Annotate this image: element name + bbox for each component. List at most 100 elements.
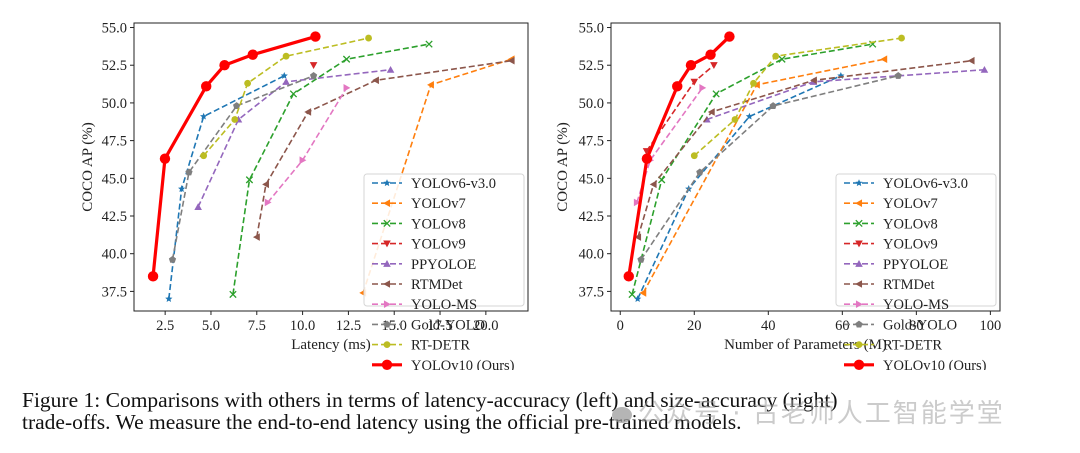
x-tick-label: 2.5 — [156, 318, 174, 334]
legend-marker — [855, 341, 863, 348]
legend-label: YOLOv6-v3.0 — [411, 176, 496, 192]
x-tick-label: 10.0 — [290, 318, 315, 334]
x-tick-label: 40 — [761, 318, 776, 334]
data-point-rt-detr — [282, 52, 290, 60]
data-point-yolov10-ours — [685, 60, 697, 71]
legend-item-yolo-ms: YOLO-MS — [844, 297, 949, 313]
data-point-yolov10-ours — [247, 49, 258, 60]
x-tick-label: 12.5 — [336, 318, 361, 334]
series-line-yolov6-v3-0 — [636, 75, 842, 300]
data-point-rtmdet — [262, 180, 269, 189]
legend-marker — [383, 280, 391, 288]
legend-item-rtmdet: RTMDet — [372, 277, 463, 293]
data-point-rtmdet — [810, 76, 817, 85]
legend-marker — [383, 300, 391, 308]
y-tick-label: 37.5 — [579, 284, 604, 300]
series-line-ppyoloe — [197, 68, 391, 208]
legend-marker — [383, 341, 391, 348]
x-tick-label: 17.5 — [427, 318, 452, 334]
legend-label: RT-DETR — [411, 338, 470, 354]
data-point-yolov10-ours — [724, 31, 735, 42]
legend-label: YOLOv10 (Ours) — [883, 358, 987, 370]
data-point-gold-yolo — [233, 102, 241, 110]
x-tick-label: 80 — [909, 318, 924, 334]
series-rt-detr — [690, 34, 905, 160]
legend-label: RTMDet — [411, 277, 463, 293]
series-ppyoloe — [703, 65, 989, 123]
data-point-yolov8 — [425, 40, 433, 48]
y-axis-label: COCO AP (%) — [80, 122, 96, 211]
data-point-rt-detr — [231, 116, 239, 123]
size-accuracy-chart: 0 20 40 60 80 100 37.5 40.0 42.5 45.0 47.5 50.0 52.5… — [555, 21, 1001, 370]
data-point-yolov9 — [690, 78, 699, 86]
data-point-yolo-ms — [343, 84, 351, 92]
series-line-gold-yolo — [171, 75, 314, 260]
data-point-yolo-ms — [633, 198, 641, 207]
y-tick-label: 47.5 — [579, 134, 604, 150]
series-line-yolov6-v3-0 — [168, 75, 285, 300]
data-point-rtmdet — [507, 56, 515, 65]
series-line-yolo-ms — [267, 87, 348, 203]
data-point-gold-yolo — [696, 168, 704, 176]
legend-label: Gold-YOLO — [411, 317, 485, 333]
series-yolov10-ours — [623, 31, 735, 282]
data-point-gold-yolo — [185, 168, 193, 176]
data-point-yolov10-ours — [310, 31, 321, 42]
data-point-yolov10-ours — [672, 81, 683, 92]
legend-label: YOLOv8 — [411, 216, 466, 232]
legend-item-yolo-ms: YOLO-MS — [372, 297, 477, 313]
legend: YOLOv6-v3.0 YOLOv7 YOLOv8 YOLOv9 PPYOLOE RTMD… — [363, 173, 525, 370]
data-point-yolov9 — [309, 62, 318, 70]
series-yolov10-ours — [147, 31, 321, 282]
data-point-yolov8 — [628, 290, 636, 299]
x-tick-label: 7.5 — [248, 318, 266, 334]
legend-label: YOLOv8 — [883, 216, 938, 232]
data-point-gold-yolo — [168, 255, 177, 263]
legend-marker — [383, 260, 391, 267]
data-point-yolov6-v3-0 — [165, 295, 173, 303]
legend-item-yolov10-ours: YOLOv10 (Ours) — [844, 358, 987, 370]
data-point-yolov10-ours — [201, 81, 212, 92]
data-point-yolo-ms — [699, 84, 707, 92]
data-point-yolov6-v3-0 — [745, 112, 754, 120]
legend-marker — [855, 260, 863, 267]
data-point-rt-detr — [898, 34, 905, 42]
series-rtmdet — [634, 56, 975, 241]
legend-label: PPYOLOE — [883, 257, 948, 273]
y-tick-label: 37.5 — [102, 284, 127, 300]
data-point-yolo-ms — [299, 156, 307, 165]
legend-item-rtmdet: RTMDet — [844, 277, 935, 293]
legend-marker — [855, 320, 863, 328]
caption-line-2: trade-offs. We measure the end-to-end la… — [22, 410, 742, 434]
data-point-rt-detr — [244, 79, 252, 87]
data-point-yolov10-ours — [623, 271, 634, 282]
legend-item-rt-detr: RT-DETR — [844, 338, 942, 354]
data-point-ppyoloe — [282, 78, 290, 85]
legend-marker — [855, 300, 863, 308]
legend-item-gold-yolo: Gold-YOLO — [372, 317, 485, 333]
data-point-rt-detr — [365, 34, 372, 42]
y-tick-label: 47.5 — [102, 134, 127, 150]
data-point-rtmdet — [634, 233, 642, 241]
series-group — [623, 31, 989, 303]
series-gold-yolo — [637, 71, 902, 263]
y-tick-label: 42.5 — [579, 209, 604, 225]
legend-label: YOLOv7 — [883, 196, 938, 212]
watermark: 公众号 · 古老师人工智能学堂 — [612, 393, 1005, 430]
legend-item-yolov7: YOLOv7 — [844, 196, 938, 212]
legend-marker — [383, 219, 391, 228]
data-point-yolov10-ours — [705, 49, 716, 60]
series-yolov8 — [628, 40, 877, 299]
series-line-yolov10-ours — [151, 35, 316, 277]
data-point-yolov8 — [229, 290, 237, 299]
x-axis-label: Number of Parameters (M) — [724, 337, 887, 353]
y-tick-label: 52.5 — [579, 58, 604, 74]
y-tick-label: 45.0 — [579, 171, 604, 187]
data-point-yolov9 — [710, 62, 718, 70]
data-point-rtmdet — [967, 56, 975, 65]
legend-label: YOLO-MS — [883, 297, 949, 313]
series-yolov8 — [229, 40, 433, 299]
y-tick-label: 45.0 — [102, 171, 127, 187]
data-point-rt-detr — [772, 52, 780, 60]
x-tick-label: 5.0 — [202, 318, 220, 334]
